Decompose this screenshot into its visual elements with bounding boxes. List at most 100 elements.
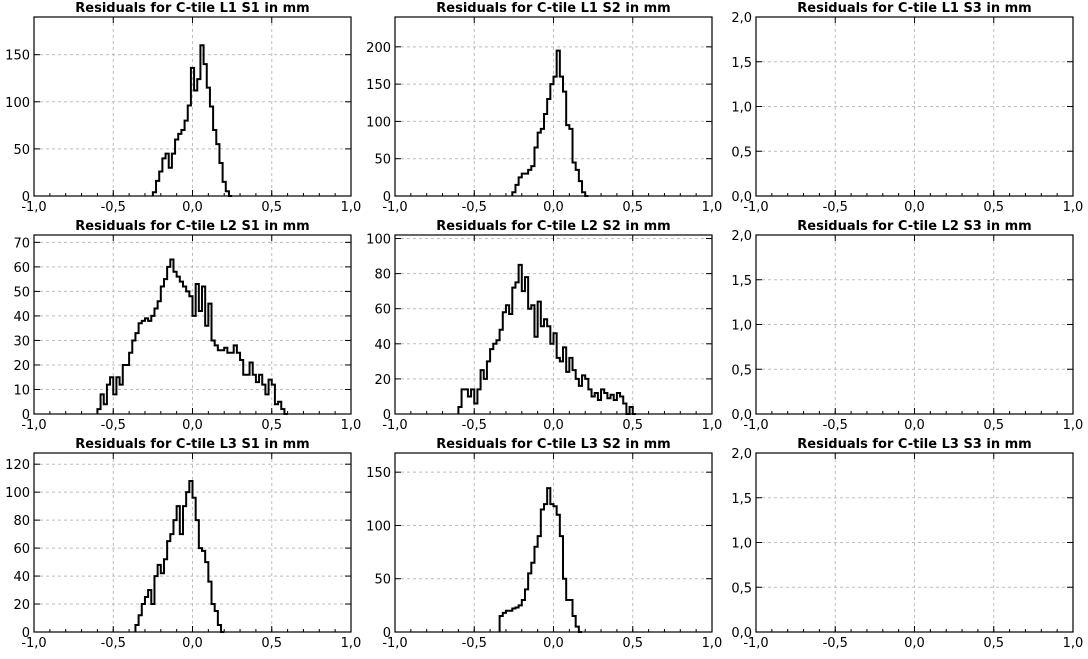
y-tick-label: 0 <box>22 190 30 205</box>
y-tick-label: 0,5 <box>731 363 752 378</box>
x-tick-label: 0,5 <box>261 418 282 433</box>
x-tick-label: -1,0 <box>21 418 46 433</box>
y-tick-label: 20 <box>374 373 391 388</box>
y-tick-label: 1,5 <box>731 274 752 289</box>
x-tick-label: -0,5 <box>101 200 126 215</box>
y-tick-label: 50 <box>13 285 30 300</box>
x-tick-label: 1,0 <box>341 200 362 215</box>
y-tick-label: 40 <box>374 338 391 353</box>
x-tick-label: -1,0 <box>21 200 46 215</box>
panel-title: Residuals for C-tile L1 S1 in mm <box>75 1 309 16</box>
y-tick-label: 0 <box>383 626 391 641</box>
y-tick-label: 120 <box>5 458 30 473</box>
y-tick-label: 20 <box>13 598 30 613</box>
panel-title: Residuals for C-tile L2 S1 in mm <box>75 219 309 234</box>
y-tick-label: 30 <box>13 334 30 349</box>
y-tick-label: 2,0 <box>731 447 752 462</box>
panel-title: Residuals for C-tile L3 S1 in mm <box>75 437 309 452</box>
y-tick-label: 60 <box>13 542 30 557</box>
x-tick-label: 0,0 <box>182 200 203 215</box>
histogram-bars <box>498 487 583 633</box>
y-tick-label: 80 <box>374 268 391 283</box>
x-tick-label: 0,0 <box>543 418 564 433</box>
histogram-bars <box>96 258 288 415</box>
y-tick-label: 0 <box>22 408 30 423</box>
x-tick-label: -0,5 <box>101 418 126 433</box>
histogram-panel: Residuals for C-tile L3 S1 in mm -1,0 -0,5… <box>5 437 361 651</box>
x-tick-label: -1,0 <box>21 636 46 651</box>
x-tick-label: 0,0 <box>904 636 925 651</box>
histogram-panel: Residuals for C-tile L2 S2 in mm -1,0 -0,5… <box>366 219 722 433</box>
panel-title: Residuals for C-tile L1 S2 in mm <box>436 1 670 16</box>
y-tick-label: 70 <box>13 236 30 251</box>
panel-title: Residuals for C-tile L3 S2 in mm <box>436 437 670 452</box>
y-tick-label: 50 <box>13 143 30 158</box>
histogram-bars <box>457 263 636 415</box>
y-tick-label: 0 <box>22 626 30 641</box>
x-tick-label: -0,5 <box>462 200 487 215</box>
x-tick-label: 0,5 <box>261 200 282 215</box>
x-tick-label: -0,5 <box>823 418 848 433</box>
y-tick-label: 100 <box>366 115 391 130</box>
x-tick-label: 0,5 <box>983 636 1004 651</box>
x-tick-label: 0,0 <box>904 418 925 433</box>
x-tick-label: -0,5 <box>101 636 126 651</box>
x-tick-label: -0,5 <box>823 636 848 651</box>
x-tick-label: 1,0 <box>1063 636 1084 651</box>
histogram-panel: Residuals for C-tile L2 S1 in mm -1,0 -0,5… <box>13 219 361 433</box>
y-tick-label: 0 <box>383 190 391 205</box>
x-tick-label: 0,5 <box>983 418 1004 433</box>
y-tick-label: 200 <box>366 41 391 56</box>
x-tick-label: 1,0 <box>341 636 362 651</box>
x-tick-label: 0,5 <box>622 636 643 651</box>
panel-title: Residuals for C-tile L3 S3 in mm <box>797 437 1031 452</box>
x-tick-label: 0,0 <box>182 418 203 433</box>
panel-title: Residuals for C-tile L1 S3 in mm <box>797 1 1031 16</box>
y-tick-label: 1,0 <box>731 101 752 116</box>
y-tick-label: 150 <box>366 78 391 93</box>
y-tick-label: 0,0 <box>731 190 752 205</box>
y-tick-label: 150 <box>366 466 391 481</box>
y-tick-label: 40 <box>13 570 30 585</box>
x-tick-label: 0,5 <box>983 200 1004 215</box>
x-tick-label: -0,5 <box>462 418 487 433</box>
x-tick-label: 0,5 <box>622 200 643 215</box>
histogram-panel: Residuals for C-tile L1 S1 in mm -1,0 -0,5… <box>5 1 361 215</box>
x-tick-label: -0,5 <box>462 636 487 651</box>
y-tick-label: 0,5 <box>731 145 752 160</box>
y-tick-label: 60 <box>13 261 30 276</box>
x-tick-label: -1,0 <box>382 200 407 215</box>
histogram-panel: Residuals for C-tile L1 S2 in mm -1,0 -0,5… <box>366 1 722 215</box>
y-tick-label: 0,5 <box>731 581 752 596</box>
x-tick-label: 0,0 <box>543 200 564 215</box>
y-tick-label: 150 <box>5 49 30 64</box>
x-tick-label: 1,0 <box>341 418 362 433</box>
x-tick-label: -1,0 <box>743 200 768 215</box>
x-tick-label: 0,5 <box>622 418 643 433</box>
y-tick-label: 1,5 <box>731 56 752 71</box>
histogram-panel: Residuals for C-tile L2 S3 in mm -1,0 -0,5… <box>731 219 1083 433</box>
y-tick-label: 1,5 <box>731 492 752 507</box>
y-tick-label: 60 <box>374 303 391 318</box>
y-tick-label: 100 <box>5 96 30 111</box>
panel-title: Residuals for C-tile L2 S3 in mm <box>797 219 1031 234</box>
y-tick-label: 40 <box>13 310 30 325</box>
y-tick-label: 10 <box>13 383 30 398</box>
x-tick-label: -1,0 <box>743 418 768 433</box>
histogram-panel: Residuals for C-tile L1 S3 in mm -1,0 -0,5… <box>731 1 1083 215</box>
y-tick-label: 50 <box>374 573 391 588</box>
panel-title: Residuals for C-tile L2 S2 in mm <box>436 219 670 234</box>
x-tick-label: -1,0 <box>382 418 407 433</box>
y-tick-label: 100 <box>366 233 391 248</box>
y-tick-label: 100 <box>5 486 30 501</box>
y-tick-label: 0,0 <box>731 626 752 641</box>
y-tick-label: 80 <box>13 514 30 529</box>
histogram-panel: Residuals for C-tile L3 S2 in mm -1,0 -0,5… <box>366 437 722 651</box>
histogram-bars <box>134 479 225 633</box>
x-tick-label: -1,0 <box>382 636 407 651</box>
histogram-panel: Residuals for C-tile L3 S3 in mm -1,0 -0,5… <box>731 437 1083 651</box>
y-tick-label: 50 <box>374 153 391 168</box>
y-tick-label: 1,0 <box>731 319 752 334</box>
x-tick-label: 1,0 <box>702 200 723 215</box>
x-tick-label: 1,0 <box>702 418 723 433</box>
